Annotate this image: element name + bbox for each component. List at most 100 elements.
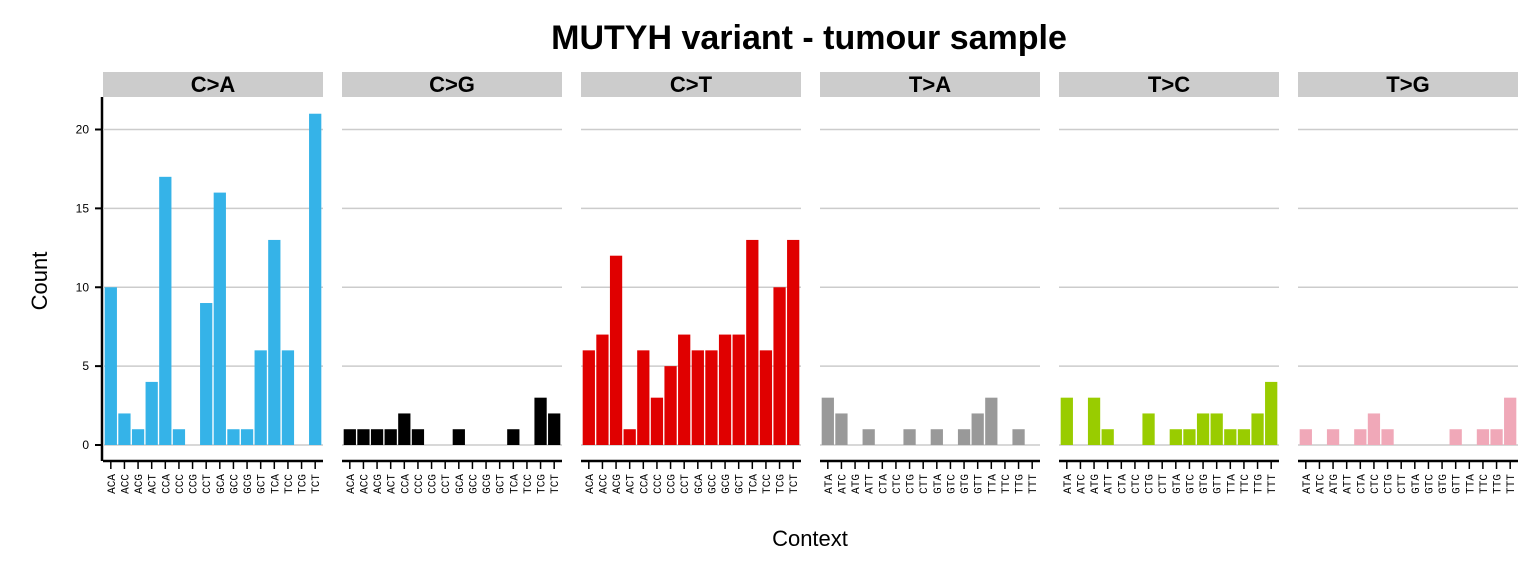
bar [821, 397, 834, 445]
x-tick-label: CTC [1131, 474, 1143, 494]
facet-strip [342, 72, 562, 97]
bar [227, 429, 240, 445]
bar [357, 429, 370, 445]
bar [609, 255, 623, 445]
bar [384, 429, 397, 445]
bar [957, 429, 971, 445]
x-tick-label: ACC [120, 474, 132, 494]
x-tick-label: GTA [933, 474, 945, 494]
bar [1490, 429, 1503, 445]
x-tick-label: TCG [298, 474, 310, 494]
x-tick-label: TTA [1226, 474, 1238, 494]
bar [534, 397, 547, 445]
x-tick-label: TCC [523, 474, 535, 494]
x-tick-label: CCG [667, 474, 679, 494]
bar [452, 429, 465, 445]
x-tick-label: CCT [441, 474, 453, 494]
y-tick-label: 0 [82, 438, 89, 452]
x-tick-label: TCC [284, 474, 296, 494]
bar [650, 397, 664, 445]
x-tick-label: GTA [1172, 474, 1184, 494]
facet-strip-label: C>T [670, 72, 713, 97]
x-tick-label: CTA [1356, 474, 1368, 494]
x-tick-label: GCC [707, 474, 719, 494]
bar [548, 413, 561, 445]
facet-strip-label: T>A [909, 72, 951, 97]
x-tick-label: GTA [1411, 474, 1423, 494]
bar [343, 429, 356, 445]
bar [507, 429, 520, 445]
x-tick-label: TCA [270, 474, 282, 494]
x-tick-label: TTG [1015, 474, 1027, 494]
y-tick-label: 20 [76, 123, 90, 137]
x-tick-label: CTC [892, 474, 904, 494]
x-tick-label: GTT [974, 474, 986, 494]
x-tick-label: CTA [1117, 474, 1129, 494]
x-tick-label: TCT [311, 474, 323, 494]
bar [1169, 429, 1182, 445]
facet-strip [103, 72, 323, 97]
facet-strip [820, 72, 1040, 97]
bar [281, 350, 295, 445]
bar [1237, 429, 1251, 445]
bar [1367, 413, 1381, 445]
bar [835, 413, 848, 445]
x-tick-label: CCG [428, 474, 440, 494]
x-tick-label: ACA [346, 474, 358, 494]
facet-strip-label: C>G [429, 72, 475, 97]
x-tick-label: TCG [776, 474, 788, 494]
x-tick-label: GTC [1424, 474, 1436, 494]
x-tick-label: ATG [1090, 474, 1102, 494]
x-tick-label: TTA [987, 474, 999, 494]
x-tick-label: GCT [735, 474, 747, 494]
x-tick-label: ATC [1315, 474, 1327, 494]
facet-strip [1059, 72, 1279, 97]
x-tick-label: CCA [161, 474, 173, 494]
x-tick-label: TCT [550, 474, 562, 494]
bar [596, 334, 609, 445]
bar [118, 413, 131, 445]
x-tick-label: GCG [721, 474, 733, 494]
facet-strip-label: T>G [1386, 72, 1429, 97]
x-tick-label: TTG [1254, 474, 1266, 494]
bar [268, 239, 281, 445]
bar [309, 113, 322, 445]
bar [240, 429, 254, 445]
bar [159, 176, 172, 445]
x-tick-label: TTC [1240, 474, 1252, 494]
bar [145, 381, 158, 445]
bar [1326, 429, 1340, 445]
x-tick-label: CTG [1384, 474, 1396, 494]
facet-strip [1298, 72, 1518, 97]
x-tick-label: TTT [1506, 474, 1518, 494]
x-tick-label: TTT [1028, 474, 1040, 494]
x-tick-label: ATG [851, 474, 863, 494]
bar [1449, 429, 1462, 445]
x-tick-label: ATC [1076, 474, 1088, 494]
x-tick-label: ATA [824, 474, 836, 494]
x-tick-label: TCA [509, 474, 521, 494]
x-tick-label: CCT [680, 474, 692, 494]
y-axis-title: Count [27, 252, 52, 311]
bar [971, 413, 984, 445]
bar [254, 350, 267, 445]
bar [582, 350, 595, 445]
x-tick-label: GCA [216, 474, 228, 494]
bar [1224, 429, 1237, 445]
x-tick-label: TTT [1267, 474, 1279, 494]
bar [398, 413, 411, 445]
chart-title: MUTYH variant - tumour sample [551, 19, 1067, 57]
bar [1060, 397, 1073, 445]
y-tick-label: 15 [76, 201, 90, 215]
x-tick-label: CTG [906, 474, 918, 494]
bar [1504, 397, 1517, 445]
x-tick-label: CTG [1145, 474, 1157, 494]
facet-strip-label: C>A [191, 72, 236, 97]
x-tick-label: ATT [865, 474, 877, 494]
y-tick-label: 5 [82, 359, 89, 373]
x-tick-label: ATG [1329, 474, 1341, 494]
x-tick-label: TCC [762, 474, 774, 494]
